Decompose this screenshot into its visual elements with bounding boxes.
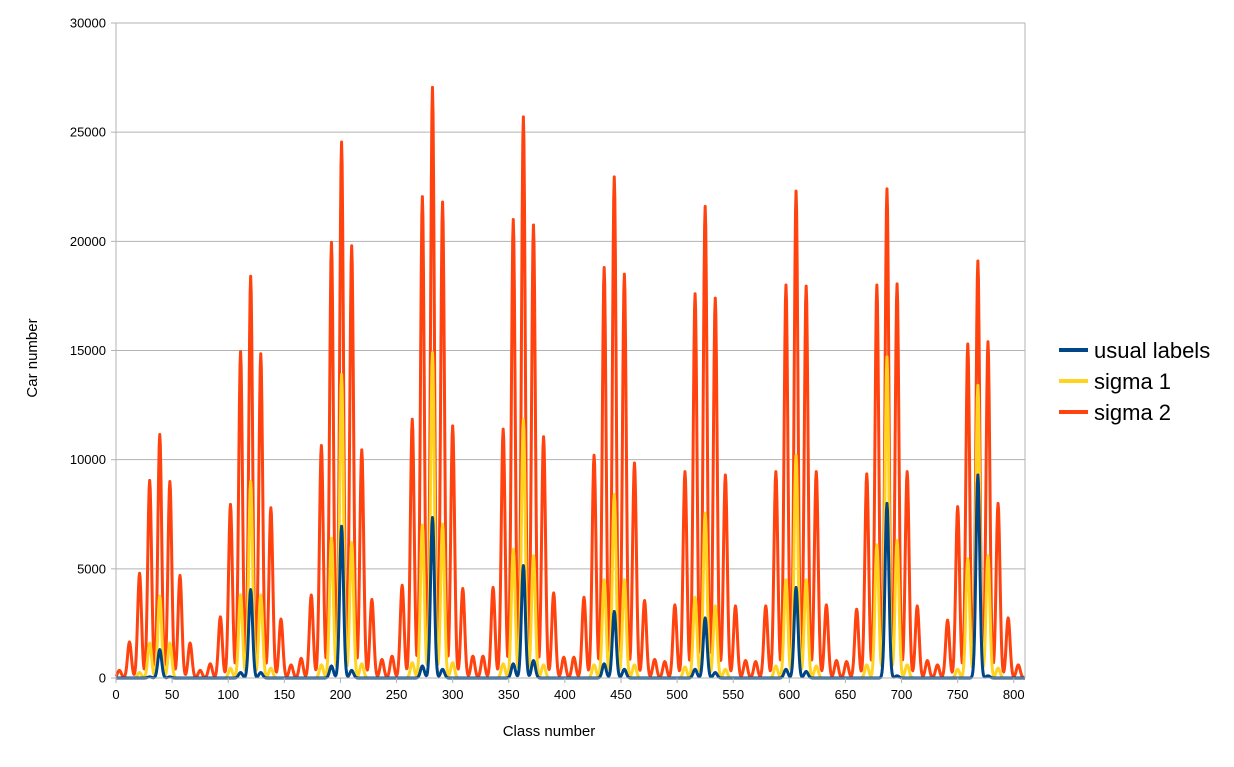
y-tick-label: 20000	[70, 234, 106, 249]
x-axis-title: Class number	[503, 723, 596, 740]
x-tick-label: 650	[835, 687, 857, 702]
x-tick-label: 450	[610, 687, 632, 702]
legend: usual labels sigma 1 sigma 2	[1059, 338, 1210, 425]
y-tick-label: 15000	[70, 343, 106, 358]
x-tick-label: 100	[217, 687, 239, 702]
legend-label-sigma-2: sigma 2	[1094, 400, 1171, 425]
x-tick-label: 400	[554, 687, 576, 702]
x-tick-label: 50	[165, 687, 179, 702]
tick-labels: 0 5000 10000 15000 20000 25000 30000 0 50 100 150 2…	[70, 16, 1025, 703]
x-tick-label: 800	[1003, 687, 1025, 702]
y-tick-label: 25000	[70, 125, 106, 140]
x-tick-label: 700	[891, 687, 913, 702]
legend-label-sigma-1: sigma 1	[1094, 369, 1171, 394]
x-tick-label: 250	[386, 687, 408, 702]
series-lines	[114, 85, 1026, 680]
x-tick-label: 150	[273, 687, 295, 702]
x-tick-label: 500	[666, 687, 688, 702]
x-tick-label: 750	[947, 687, 969, 702]
grid	[116, 22, 1025, 679]
axes	[111, 22, 1026, 683]
y-axis-title: Car number	[24, 318, 41, 397]
x-tick-label: 300	[442, 687, 464, 702]
y-tick-label: 5000	[77, 561, 106, 576]
x-tick-label: 550	[722, 687, 744, 702]
y-tick-label: 10000	[70, 452, 106, 467]
y-tick-label: 30000	[70, 16, 106, 31]
x-tick-label: 350	[498, 687, 520, 702]
legend-label-usual-labels: usual labels	[1094, 338, 1210, 363]
x-tick-label: 0	[112, 687, 119, 702]
series-line-sigma-2	[114, 85, 1026, 680]
x-tick-label: 200	[330, 687, 352, 702]
y-tick-label: 0	[99, 671, 106, 686]
x-tick-label: 600	[778, 687, 800, 702]
